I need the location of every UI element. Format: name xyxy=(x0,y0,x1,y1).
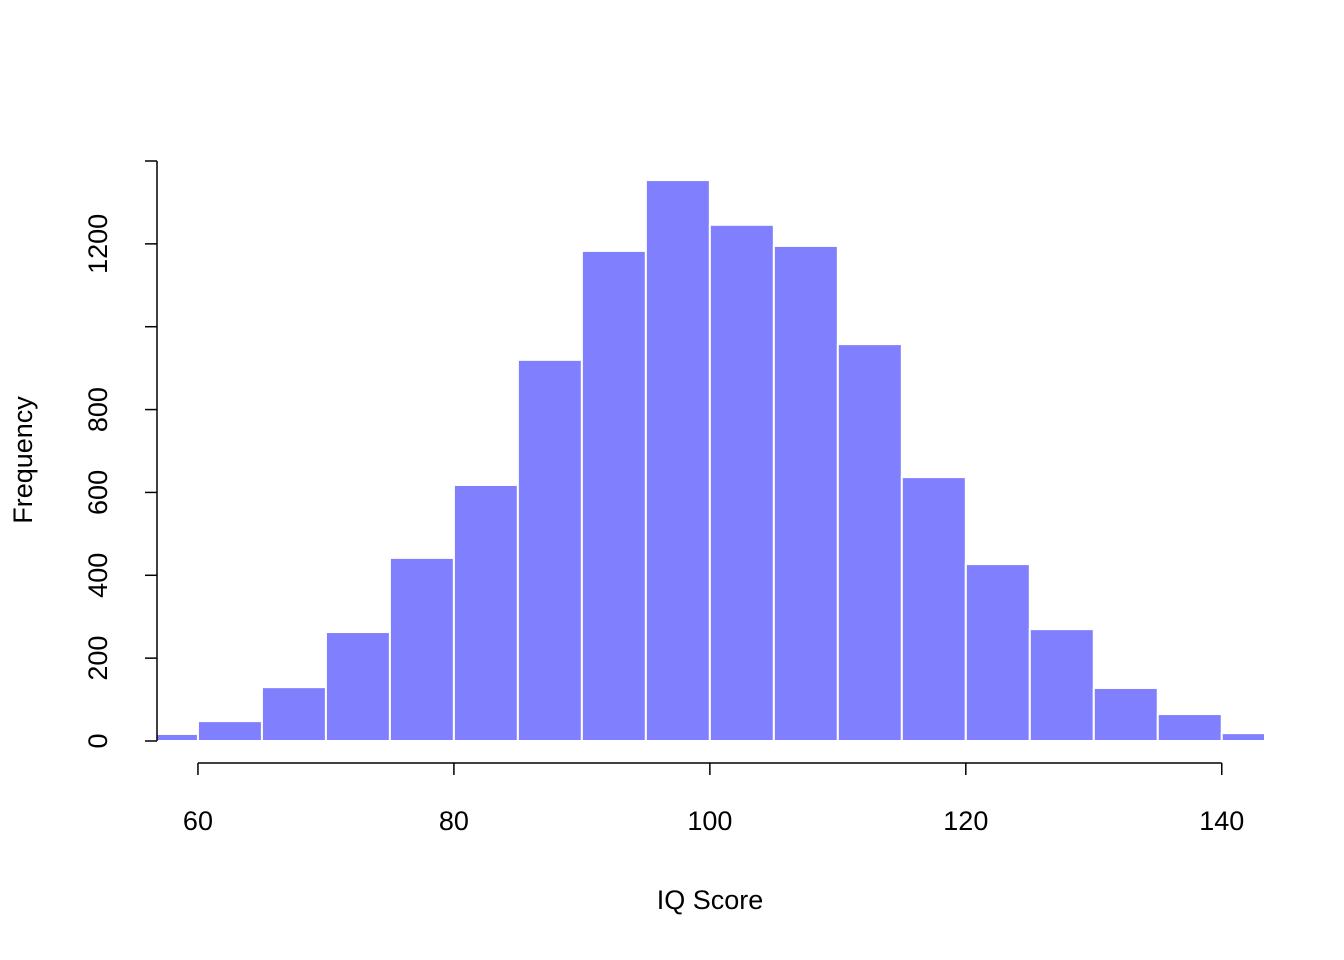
y-tick-label: 200 xyxy=(83,636,113,681)
x-tick-label: 100 xyxy=(687,806,732,836)
bar xyxy=(900,476,967,742)
x-tick-label: 120 xyxy=(943,806,988,836)
bar xyxy=(196,720,263,742)
bar xyxy=(1220,732,1264,743)
y-tick-label: 0 xyxy=(83,733,113,748)
bar xyxy=(1092,686,1159,743)
bar xyxy=(260,686,327,743)
bar xyxy=(772,244,839,743)
bar xyxy=(964,563,1031,742)
bar xyxy=(708,223,775,743)
bar xyxy=(580,249,647,742)
bar xyxy=(324,631,391,742)
bars xyxy=(157,179,1264,743)
y-tick-label: 1200 xyxy=(83,214,113,274)
x-tick-label: 140 xyxy=(1199,806,1244,836)
bar xyxy=(1028,628,1095,743)
bar xyxy=(388,556,455,743)
x-tick-label: 80 xyxy=(439,806,469,836)
x-tick-label: 60 xyxy=(183,806,213,836)
y-tick-label: 800 xyxy=(83,387,113,432)
bar xyxy=(516,358,583,742)
bar xyxy=(644,179,711,743)
y-tick-label: 400 xyxy=(83,553,113,598)
y-axis-label: Frequency xyxy=(8,396,38,524)
x-axis-label: IQ Score xyxy=(657,885,764,915)
y-tick-label: 600 xyxy=(83,470,113,515)
bar xyxy=(1156,713,1223,742)
bar xyxy=(157,732,199,743)
bar xyxy=(452,483,519,742)
bar xyxy=(836,343,903,742)
